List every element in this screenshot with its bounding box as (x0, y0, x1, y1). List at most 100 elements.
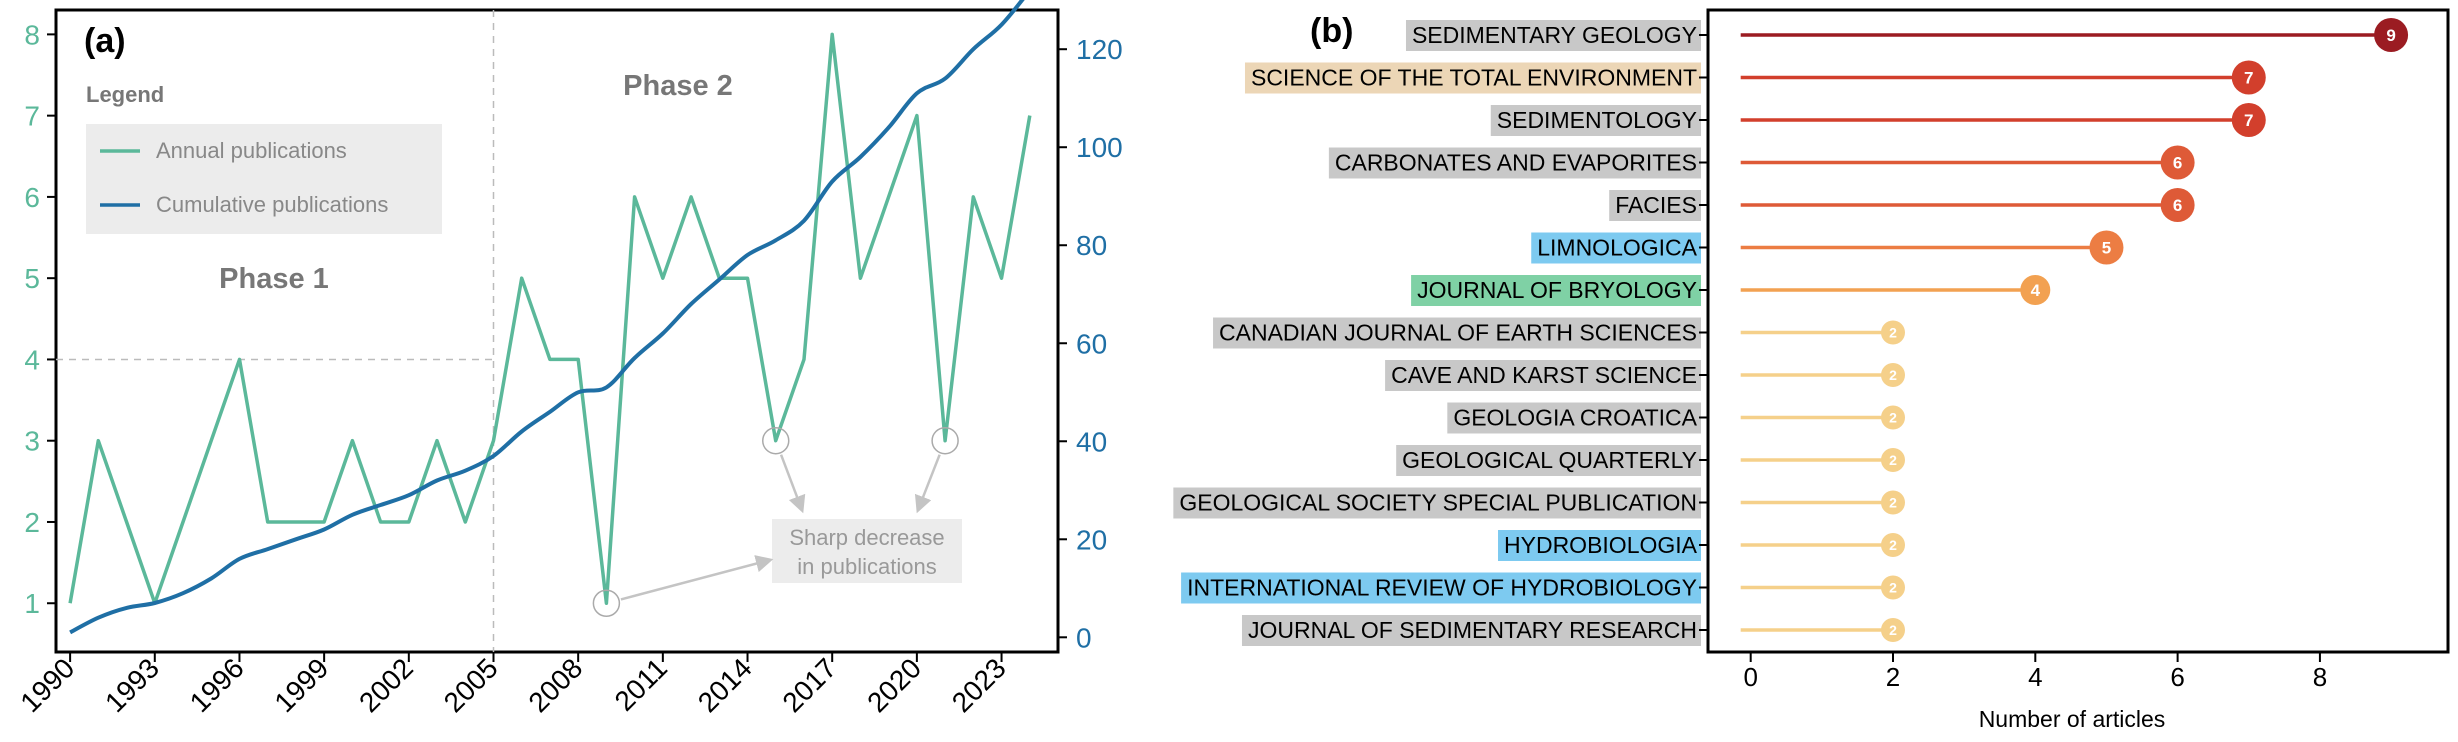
lollipop-dot (2160, 188, 2195, 222)
journal-label-highlight (1490, 105, 1701, 136)
value-label: 9 (2386, 26, 2395, 45)
value-label: 2 (1889, 495, 1897, 511)
journal-label: LIMNOLOGICA (1537, 235, 1697, 261)
lollipop-dot (1881, 363, 1905, 387)
phase1-label: Phase 1 (219, 263, 329, 295)
value-label: 7 (2244, 69, 2253, 88)
annotation-line2: in publications (797, 554, 936, 579)
x-tick-label: 4 (2028, 662, 2042, 692)
lollipop-dot (1881, 575, 1905, 600)
lollipop-dot (2231, 103, 2266, 137)
x-tick-label: 2005 (438, 652, 504, 718)
lollipop-dot (1881, 448, 1905, 472)
journal-label-highlight (1181, 572, 1701, 604)
value-label: 2 (1889, 452, 1897, 468)
lollipop-dot (2231, 60, 2266, 95)
annual-publications-line (68, 32, 1032, 605)
legend-title: Legend (86, 82, 164, 107)
journal-label: SEDIMENTARY GEOLOGY (1412, 22, 1697, 48)
x-tick-label: 1999 (268, 652, 334, 718)
journal-label-highlight (1173, 487, 1701, 519)
x-tick-label: 2008 (522, 652, 588, 718)
journal-rows: SEDIMENTARY GEOLOGY 9 SCIENCE OF THE TOTAL… (1173, 18, 2409, 646)
x-axis-ticks: 0 2 4 6 8 (1743, 652, 2327, 692)
right-y-tick-label: 80 (1076, 230, 1107, 261)
value-label: 6 (2173, 196, 2182, 215)
journal-label-highlight (1328, 147, 1701, 179)
lollipop-dot (1881, 490, 1905, 515)
x-tick-label: 2014 (692, 652, 758, 718)
value-label: 2 (1889, 580, 1897, 596)
journal-label-highlight (1447, 402, 1701, 434)
journal-row: CANADIAN JOURNAL OF EARTH SCIENCES 2 (1213, 317, 1905, 349)
x-tick-label: 2020 (861, 652, 927, 718)
lollipop-dot (1881, 405, 1905, 430)
journal-row: CARBONATES AND EVAPORITES 6 (1328, 145, 2195, 180)
left-y-tick-label: 8 (24, 19, 40, 50)
annotation-line1: Sharp decrease (789, 525, 944, 550)
phase-guides (56, 10, 495, 652)
journal-label: GEOLOGICAL QUARTERLY (1402, 447, 1697, 473)
journal-label: SCIENCE OF THE TOTAL ENVIRONMENT (1251, 65, 1697, 91)
left-y-tick-label: 3 (24, 426, 40, 457)
journal-row: SCIENCE OF THE TOTAL ENVIRONMENT 7 (1244, 60, 2266, 95)
journal-label: CANADIAN JOURNAL OF EARTH SCIENCES (1219, 320, 1697, 346)
lollipop-dot (2089, 230, 2124, 265)
drop-markers (592, 426, 959, 617)
right-y-tick-label: 60 (1076, 328, 1107, 359)
lollipop-dot (2374, 18, 2409, 52)
lollipop-dot (1881, 533, 1905, 557)
journal-row: GEOLOGICAL QUARTERLY 2 (1396, 445, 1905, 476)
value-label: 5 (2102, 239, 2111, 258)
right-y-tick-label: 40 (1076, 426, 1107, 457)
journal-row: GEOLOGICAL SOCIETY SPECIAL PUBLICATION 2 (1173, 487, 1905, 519)
panel-b-frame (1706, 8, 2450, 654)
arrow-2021 (914, 454, 941, 514)
right-y-tick-label: 120 (1076, 34, 1123, 65)
journal-label: SEDIMENTOLOGY (1497, 107, 1697, 133)
journal-row: JOURNAL OF BRYOLOGY 4 (1411, 275, 2051, 306)
x-tick-label: 0 (1743, 662, 1757, 692)
phase2-label: Phase 2 (623, 70, 733, 102)
right-y-tick-label: 0 (1076, 622, 1092, 653)
drop-marker-2015 (761, 426, 790, 455)
lollipop-dot (2160, 145, 2195, 180)
x-tick-label: 2023 (946, 652, 1012, 718)
panel-a-frame (54, 8, 1060, 654)
x-tick-label: 6 (2170, 662, 2184, 692)
journal-label: GEOLOGICAL SOCIETY SPECIAL PUBLICATION (1179, 490, 1697, 516)
journal-label-highlight (1609, 190, 1701, 221)
journal-label-highlight (1411, 275, 1701, 306)
arrow-2015 (779, 454, 806, 514)
journal-row: LIMNOLOGICA 5 (1531, 230, 2124, 265)
x-axis-ticks: 1990 1993 1996 1999 2002 2005 2008 2011 2014 2017… (14, 652, 1012, 718)
value-label: 2 (1889, 537, 1897, 553)
journal-row: GEOLOGIA CROATICA 2 (1447, 402, 1905, 434)
left-y-axis-ticks: 1 2 3 4 5 6 7 8 (24, 19, 56, 619)
panel-a-label: (a) (84, 22, 126, 60)
lollipop-dot (1881, 320, 1905, 345)
left-y-tick-label: 7 (24, 101, 40, 132)
arrow-2009 (620, 555, 774, 601)
journal-label-highlight (1385, 360, 1701, 391)
legend-cumulative-label: Cumulative publications (156, 192, 388, 217)
value-label: 2 (1889, 325, 1897, 341)
x-tick-label: 1993 (99, 652, 165, 718)
journal-row: INTERNATIONAL REVIEW OF HYDROBIOLOGY 2 (1181, 572, 1905, 604)
left-y-tick-label: 5 (24, 263, 40, 294)
panel-a: Legend Annual publications Cumulative pu… (14, 0, 1123, 718)
x-axis-label: Number of articles (1979, 706, 2166, 732)
value-label: 4 (2031, 281, 2041, 300)
sharp-decrease-annotation: Sharp decrease in publications (772, 519, 962, 583)
panel-b-label: (b) (1310, 12, 1353, 50)
journal-label: CAVE AND KARST SCIENCE (1391, 362, 1697, 388)
drop-marker-2021 (931, 426, 959, 455)
x-tick-label: 8 (2313, 662, 2327, 692)
journal-label-highlight (1244, 62, 1701, 94)
value-label: 2 (1889, 410, 1897, 426)
journal-label-highlight (1241, 615, 1701, 646)
journal-row: HYDROBIOLOGIA 2 (1498, 530, 1905, 561)
plot-lines (68, 0, 1032, 635)
left-y-tick-label: 6 (24, 182, 40, 213)
